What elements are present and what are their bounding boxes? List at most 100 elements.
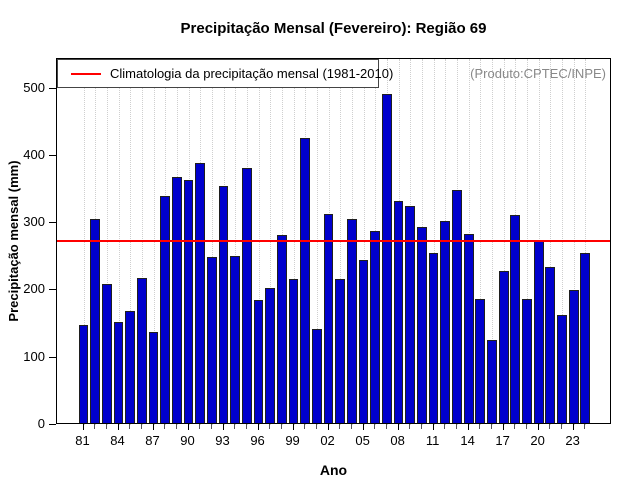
- x-tick-label: 87: [145, 433, 160, 448]
- gridline: [258, 59, 260, 425]
- x-tick: [94, 424, 96, 429]
- x-tick: [140, 424, 142, 429]
- gridline: [561, 59, 563, 425]
- x-axis: 81 84 87 90 93 96 99 02 05 08 11 14 17 20 23: [56, 424, 611, 464]
- gridline: [83, 59, 85, 425]
- x-tick: [304, 424, 306, 429]
- x-tick: [502, 424, 504, 430]
- bar-1983: [101, 283, 112, 423]
- x-tick: [315, 424, 317, 429]
- x-tick: [572, 424, 574, 430]
- y-tick: [49, 222, 56, 224]
- bar-2000: [300, 138, 311, 423]
- x-tick: [420, 424, 422, 429]
- x-tick: [269, 424, 271, 429]
- bar-2019: [522, 299, 532, 423]
- x-tick: [327, 424, 329, 430]
- bar-1981: [78, 325, 89, 423]
- bar-2016: [487, 339, 497, 423]
- y-tick-label: 500: [23, 79, 45, 95]
- x-tick: [339, 424, 341, 429]
- gridline: [106, 59, 108, 425]
- bar-2010: [417, 227, 427, 423]
- x-tick-label: 90: [180, 433, 195, 448]
- x-tick-label: 08: [390, 433, 405, 448]
- x-tick: [129, 424, 131, 429]
- bar-2012: [440, 221, 451, 423]
- gridline: [550, 59, 552, 425]
- x-tick: [549, 424, 551, 429]
- x-tick: [152, 424, 154, 430]
- x-tick-label: 84: [110, 433, 125, 448]
- bar-1991: [195, 162, 206, 423]
- bar-2006: [370, 230, 381, 423]
- gridline: [491, 59, 493, 425]
- bar-2009: [405, 205, 416, 423]
- climatology-line-swatch: [71, 72, 101, 75]
- gridline: [363, 59, 365, 425]
- bar-2023: [568, 289, 579, 423]
- legend: Climatologia da precipitação mensal (198…: [57, 59, 393, 88]
- climatology-line: [57, 239, 610, 242]
- bar-2013: [452, 190, 462, 423]
- x-tick: [234, 424, 236, 429]
- bar-2020: [533, 240, 544, 423]
- gridline: [573, 59, 575, 425]
- x-tick: [432, 424, 434, 430]
- x-tick-label: 96: [250, 433, 265, 448]
- gridline: [141, 59, 143, 425]
- y-axis: 0 100 200 300 400 500: [0, 58, 56, 431]
- gridline: [211, 59, 213, 425]
- x-tick: [164, 424, 166, 429]
- x-tick-label: 81: [75, 433, 90, 448]
- x-tick-label: 05: [355, 433, 370, 448]
- gridline: [526, 59, 528, 425]
- bar-1982: [90, 219, 101, 423]
- bar-2002: [323, 214, 334, 423]
- gridline: [293, 59, 295, 425]
- x-tick: [199, 424, 201, 429]
- x-tick: [257, 424, 259, 430]
- bar-2018: [510, 215, 521, 423]
- x-tick: [444, 424, 446, 429]
- bar-2021: [545, 266, 556, 423]
- gridline: [270, 59, 272, 425]
- x-tick: [374, 424, 376, 429]
- y-tick: [49, 154, 56, 156]
- x-tick: [350, 424, 352, 429]
- bar-1993: [218, 186, 229, 423]
- x-tick: [117, 424, 119, 430]
- x-tick-label: 02: [320, 433, 335, 448]
- bar-1997: [265, 288, 276, 423]
- gridline: [316, 59, 318, 425]
- x-tick: [584, 424, 586, 429]
- bar-2007: [382, 94, 392, 423]
- bar-2003: [335, 279, 346, 423]
- bar-2011: [428, 253, 439, 423]
- bar-1987: [148, 332, 159, 423]
- y-tick: [49, 87, 56, 89]
- bar-2005: [358, 259, 369, 423]
- bar-2008: [393, 200, 404, 423]
- bar-1995: [241, 168, 252, 423]
- x-tick-label: 14: [460, 433, 475, 448]
- x-tick: [537, 424, 539, 430]
- bar-1996: [253, 299, 264, 423]
- x-axis-title: Ano: [319, 462, 348, 478]
- gridline: [130, 59, 132, 425]
- gridline: [503, 59, 505, 425]
- x-tick: [409, 424, 411, 429]
- gridline: [480, 59, 482, 425]
- bar-1994: [230, 256, 241, 423]
- x-tick: [455, 424, 457, 429]
- chart-title: Precipitação Mensal (Fevereiro): Região …: [180, 20, 487, 37]
- x-tick: [397, 424, 399, 430]
- bar-2015: [475, 298, 486, 423]
- y-tick-label: 0: [37, 416, 45, 431]
- bar-1998: [276, 235, 287, 423]
- source-annotation: (Produto:CPTEC/INPE): [470, 66, 606, 81]
- plot-area: Climatologia da precipitação mensal (198…: [56, 58, 611, 425]
- x-tick-label: 11: [425, 433, 440, 448]
- x-tick-label: 23: [565, 433, 580, 448]
